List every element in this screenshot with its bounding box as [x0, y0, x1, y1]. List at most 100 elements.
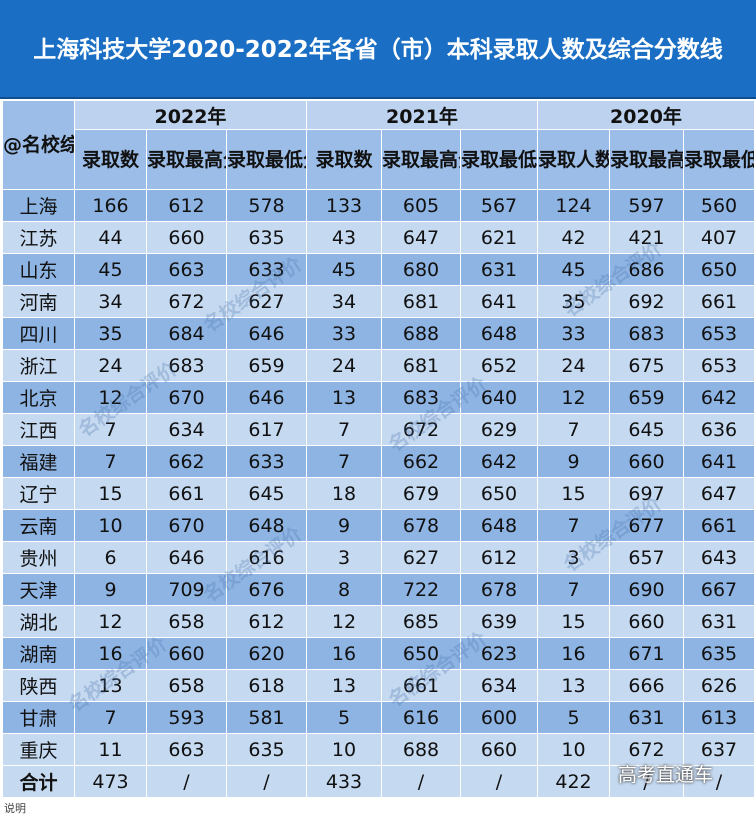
corner-label: @名校综合评价	[2, 100, 75, 190]
value-cell: 660	[460, 733, 538, 766]
value-cell: 629	[460, 413, 538, 446]
value-cell: 593	[146, 701, 227, 734]
value-cell: 658	[146, 605, 227, 638]
value-cell: 681	[381, 285, 461, 318]
table-row: 北京 12 670 646 13 683 640 12 659 642	[2, 381, 755, 414]
value-cell: 631	[609, 701, 684, 734]
value-cell: 681	[381, 349, 461, 382]
value-cell: 407	[683, 221, 755, 254]
value-cell: 659	[226, 349, 307, 382]
value-cell: 7	[74, 445, 147, 478]
value-cell: 675	[609, 349, 684, 382]
value-cell: 659	[609, 381, 684, 414]
value-cell: 633	[226, 445, 307, 478]
total-cell: /	[146, 765, 227, 798]
table-row: 辽宁 15 661 645 18 679 650 15 697 647	[2, 477, 755, 510]
value-cell: 670	[146, 381, 227, 414]
column-header: 录取最高分	[381, 129, 461, 190]
value-cell: 600	[460, 701, 538, 734]
province-cell: 云南	[2, 509, 75, 542]
value-cell: 683	[609, 317, 684, 350]
value-cell: 7	[74, 413, 147, 446]
province-cell: 贵州	[2, 541, 75, 574]
brand-watermark: 高考直通车	[618, 764, 714, 786]
value-cell: 685	[381, 605, 461, 638]
column-header: 录取最高分	[146, 129, 227, 190]
value-cell: 10	[537, 733, 610, 766]
value-cell: 631	[683, 605, 755, 638]
value-cell: 9	[537, 445, 610, 478]
value-cell: 634	[460, 669, 538, 702]
value-cell: 9	[306, 509, 382, 542]
province-cell: 天津	[2, 573, 75, 606]
value-cell: 7	[537, 509, 610, 542]
value-cell: 653	[683, 317, 755, 350]
column-header: 录取最低分	[226, 129, 307, 190]
value-cell: 42	[537, 221, 610, 254]
value-cell: 660	[609, 605, 684, 638]
table-row: 福建 7 662 633 7 662 642 9 660 641	[2, 445, 755, 478]
table-row: 湖北 12 658 612 12 685 639 15 660 631	[2, 605, 755, 638]
value-cell: 16	[306, 637, 382, 670]
year-header: 2022年	[74, 100, 307, 130]
value-cell: 648	[460, 317, 538, 350]
value-cell: 688	[381, 317, 461, 350]
value-cell: 43	[306, 221, 382, 254]
column-header: 录取最高分	[609, 129, 684, 190]
province-cell: 陕西	[2, 669, 75, 702]
value-cell: 33	[306, 317, 382, 350]
value-cell: 7	[306, 413, 382, 446]
value-cell: 650	[381, 637, 461, 670]
value-cell: 578	[226, 189, 307, 222]
table-body: 上海 166 612 578 133 605 567 124 597 560 江苏 44 660 635 4…	[2, 189, 755, 798]
value-cell: 661	[683, 509, 755, 542]
province-cell: 湖北	[2, 605, 75, 638]
value-cell: 679	[381, 477, 461, 510]
footer-note: 说明	[4, 802, 26, 815]
value-cell: 683	[146, 349, 227, 382]
province-cell: 辽宁	[2, 477, 75, 510]
value-cell: 33	[537, 317, 610, 350]
value-cell: 133	[306, 189, 382, 222]
value-cell: 35	[74, 317, 147, 350]
value-cell: 616	[381, 701, 461, 734]
value-cell: 612	[146, 189, 227, 222]
value-cell: 24	[74, 349, 147, 382]
column-header: 录取数	[306, 129, 382, 190]
value-cell: 680	[381, 253, 461, 286]
value-cell: 709	[146, 573, 227, 606]
admission-table: @名校综合评价 2022年 2021年 2020年 录取数 录取最高分 录取最低…	[2, 100, 755, 798]
table-row: 云南 10 670 648 9 678 648 7 677 661	[2, 509, 755, 542]
value-cell: 12	[74, 605, 147, 638]
value-cell: 15	[537, 605, 610, 638]
value-cell: 643	[683, 541, 755, 574]
table-row: 四川 35 684 646 33 688 648 33 683 653	[2, 317, 755, 350]
total-cell: /	[683, 765, 755, 798]
value-cell: 650	[460, 477, 538, 510]
value-cell: 12	[537, 381, 610, 414]
value-cell: 623	[460, 637, 538, 670]
province-cell: 四川	[2, 317, 75, 350]
value-cell: 666	[609, 669, 684, 702]
value-cell: 8	[306, 573, 382, 606]
value-cell: 44	[74, 221, 147, 254]
value-cell: 645	[609, 413, 684, 446]
value-cell: 45	[537, 253, 610, 286]
value-cell: 3	[537, 541, 610, 574]
column-header: 录取最低分	[460, 129, 538, 190]
table-row: 山东 45 663 633 45 680 631 45 686 650	[2, 253, 755, 286]
value-cell: 660	[609, 445, 684, 478]
table-row: 陕西 13 658 618 13 661 634 13 666 626	[2, 669, 755, 702]
table-row: 贵州 6 646 616 3 627 612 3 657 643	[2, 541, 755, 574]
value-cell: 722	[381, 573, 461, 606]
value-cell: 560	[683, 189, 755, 222]
value-cell: 616	[226, 541, 307, 574]
value-cell: 678	[460, 573, 538, 606]
column-header: 录取最低分	[683, 129, 755, 190]
value-cell: 676	[226, 573, 307, 606]
value-cell: 641	[683, 445, 755, 478]
value-cell: 672	[146, 285, 227, 318]
value-cell: 646	[226, 381, 307, 414]
value-cell: 650	[683, 253, 755, 286]
province-cell: 上海	[2, 189, 75, 222]
